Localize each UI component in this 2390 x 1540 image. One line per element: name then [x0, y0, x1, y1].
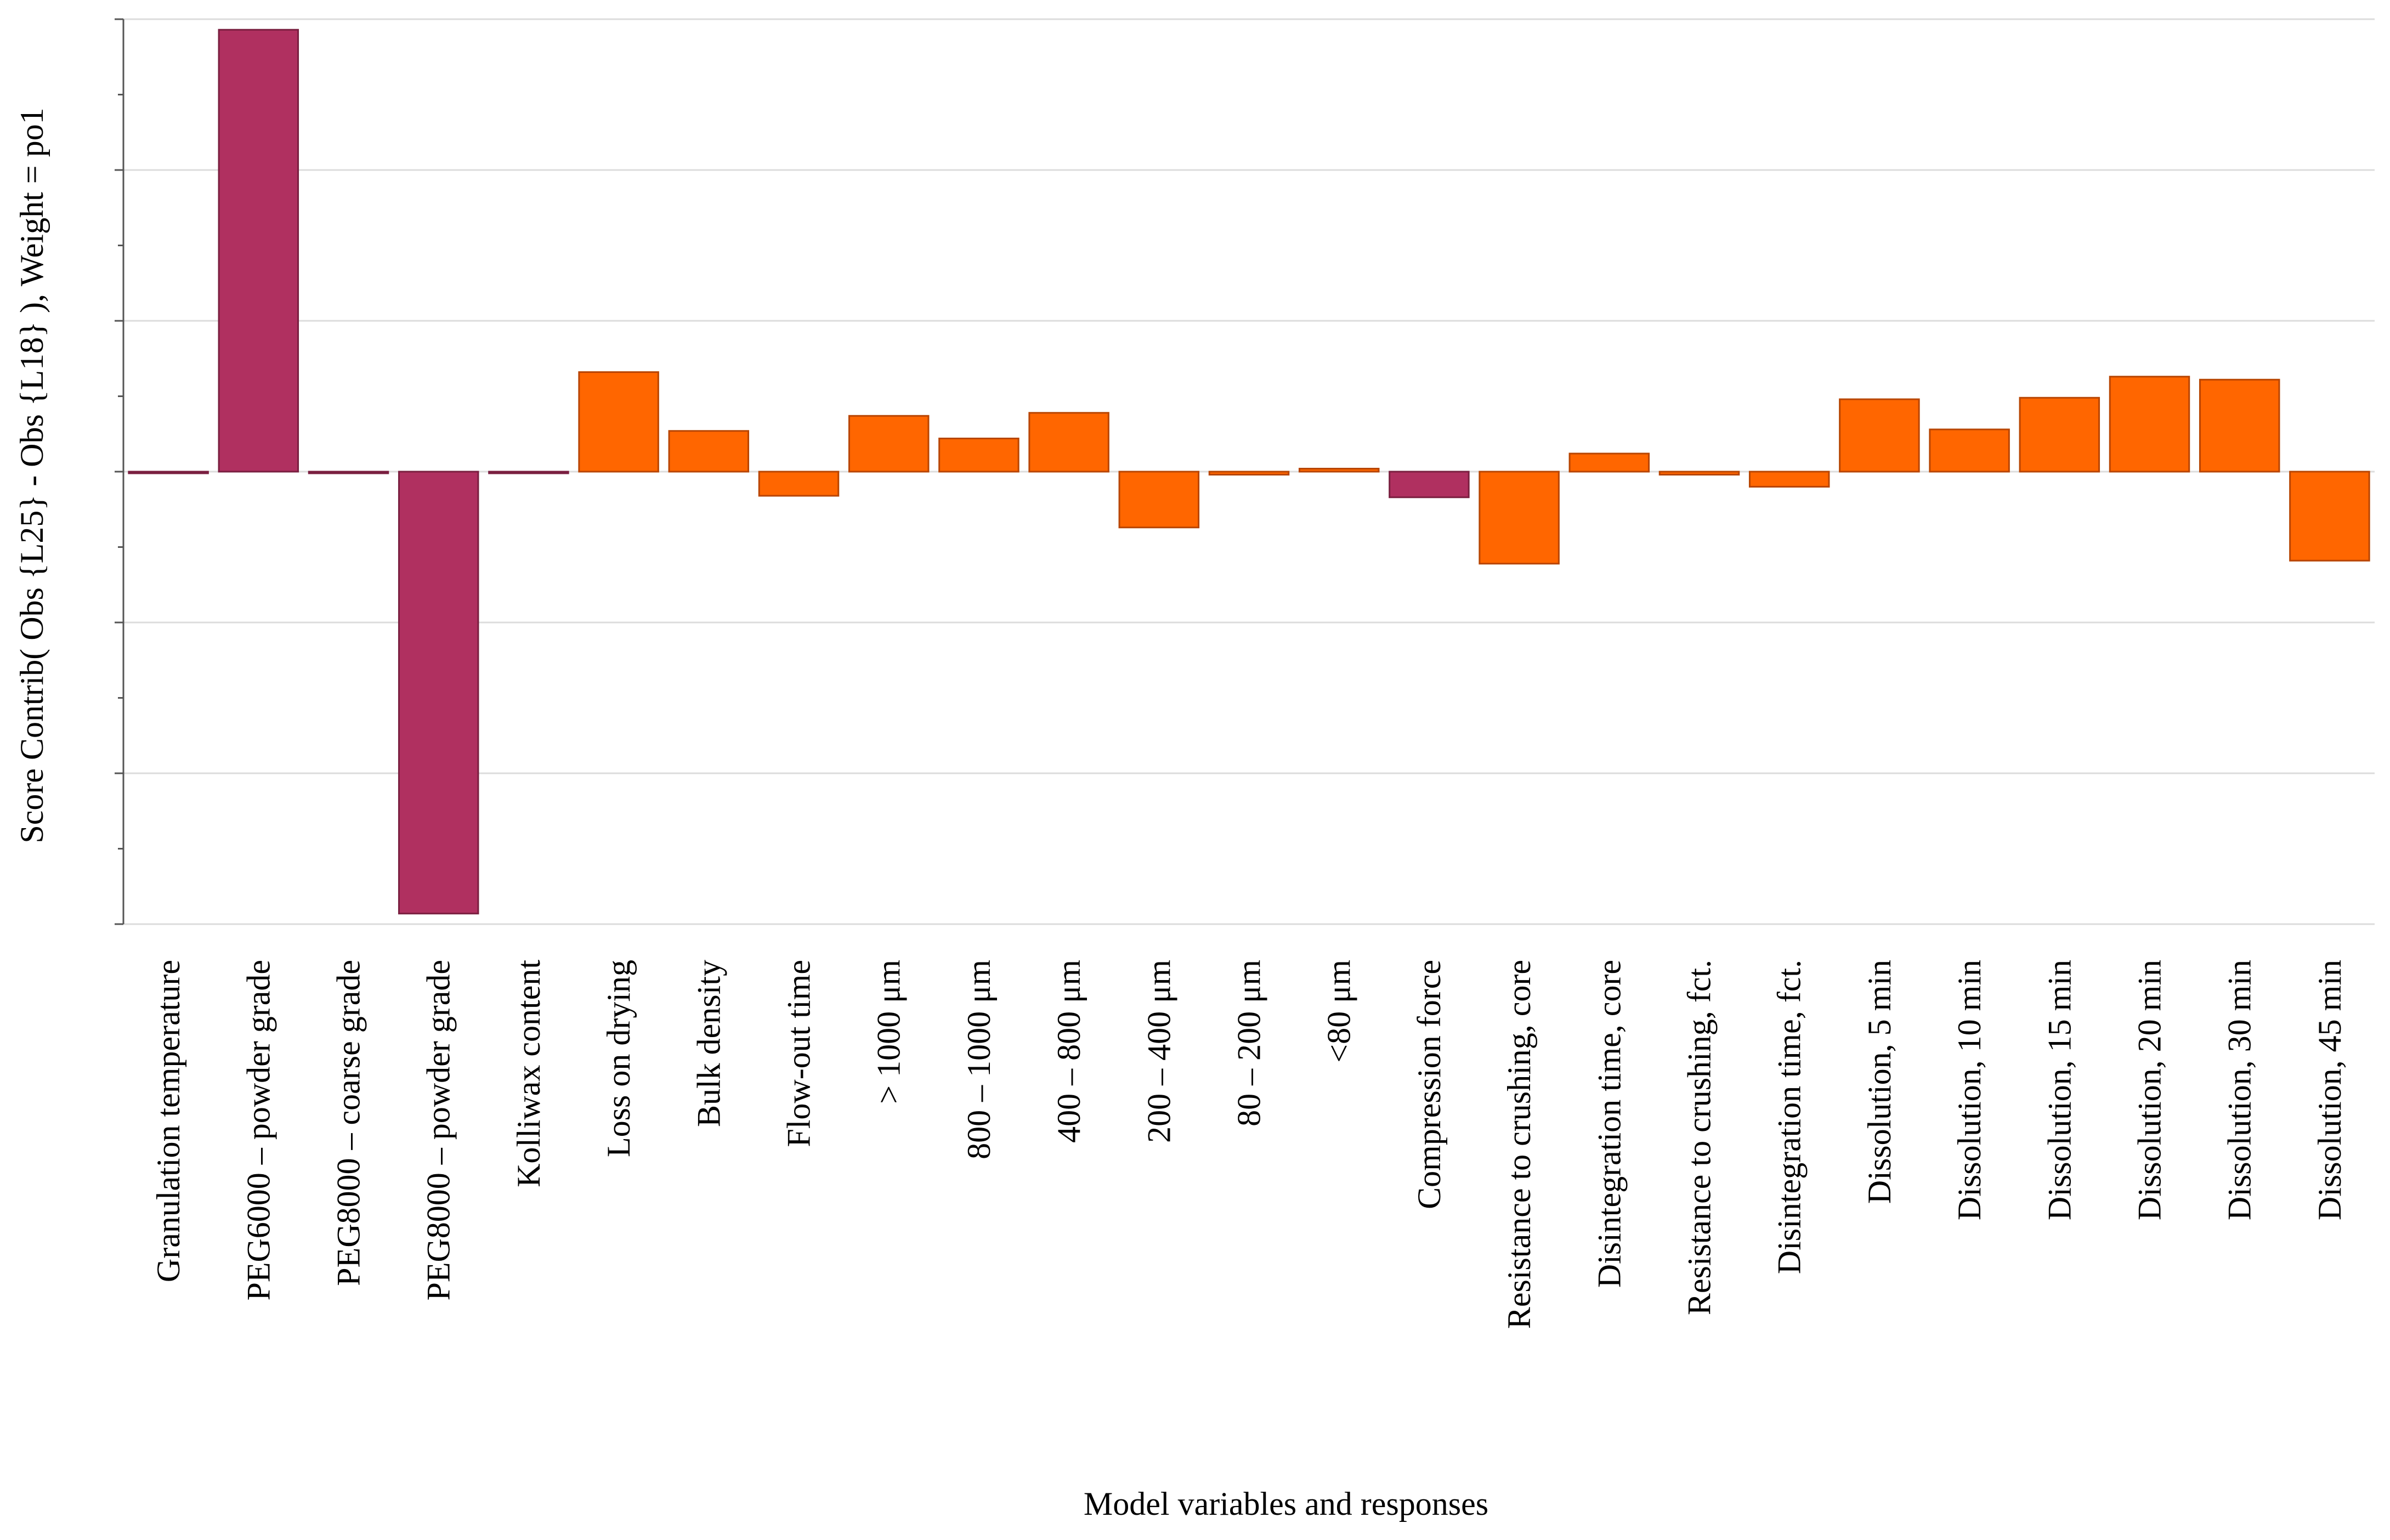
bar-11 — [1118, 471, 1200, 529]
category-label: Kolliwax content — [511, 960, 547, 1187]
category-label: Resistance to crushing, fct. — [1681, 960, 1718, 1315]
bar-1 — [218, 29, 299, 473]
category-label: > 1000 μm — [871, 960, 907, 1104]
bar-0 — [128, 471, 209, 474]
category-label: 800 – 1000 μm — [961, 960, 997, 1159]
bar-5 — [578, 371, 659, 473]
bar-22 — [2109, 376, 2190, 473]
category-label: Disintegration time, core — [1591, 960, 1627, 1288]
category-label: Loss on drying — [601, 960, 637, 1157]
bar-3 — [398, 471, 479, 915]
bar-12 — [1208, 471, 1290, 475]
bar-4 — [488, 471, 569, 474]
bar-8 — [848, 415, 930, 473]
category-label: Flow-out time — [781, 960, 817, 1147]
category-label: Granulation temperature — [150, 960, 186, 1282]
y-axis — [115, 18, 124, 925]
category-label: Dissolution, 30 min — [2222, 960, 2258, 1220]
category-label: Compression force — [1411, 960, 1447, 1209]
category-label: Dissolution, 45 min — [2312, 960, 2348, 1220]
category-label: PEG6000 – powder grade — [240, 960, 276, 1301]
category-label: 400 – 800 μm — [1051, 960, 1087, 1143]
bar-17 — [1658, 471, 1740, 475]
bar-14 — [1389, 471, 1470, 499]
bar-23 — [2199, 378, 2280, 473]
bar-9 — [938, 438, 1020, 473]
category-label: Disintegration time, fct. — [1771, 960, 1808, 1274]
category-label: PEG8000 – powder grade — [421, 960, 457, 1301]
bar-20 — [1929, 428, 2010, 473]
category-label: Dissolution, 10 min — [1951, 960, 1987, 1220]
category-label: <80 μm — [1321, 960, 1357, 1063]
category-label: PEG8000 – coarse grade — [331, 960, 367, 1286]
category-label: Bulk density — [690, 960, 727, 1127]
bar-19 — [1839, 398, 1920, 473]
bar-15 — [1479, 471, 1560, 565]
category-label: Dissolution, 20 min — [2132, 960, 2168, 1220]
bar-7 — [758, 471, 840, 497]
category-label: Dissolution, 5 min — [1861, 960, 1898, 1204]
category-label: 80 – 200 μm — [1231, 960, 1267, 1126]
bar-18 — [1748, 471, 1830, 488]
bar-21 — [2019, 397, 2100, 473]
bar-13 — [1298, 468, 1380, 473]
bars — [128, 29, 2370, 915]
bar-24 — [2289, 471, 2370, 562]
y-axis-title: Score Contrib( Obs {L25} - Obs {L18} ), … — [14, 107, 50, 843]
x-axis-title: Model variables and responses — [1084, 1486, 1488, 1522]
category-label: Resistance to crushing, core — [1501, 960, 1537, 1329]
bar-2 — [308, 471, 389, 474]
bar-6 — [668, 430, 750, 473]
bar-10 — [1028, 412, 1109, 473]
category-labels: Granulation temperature PEG6000 – powder … — [150, 960, 2348, 1329]
category-label: Dissolution, 15 min — [2041, 960, 2077, 1220]
bar-16 — [1568, 452, 1650, 473]
category-label: 200 – 400 μm — [1141, 960, 1177, 1143]
